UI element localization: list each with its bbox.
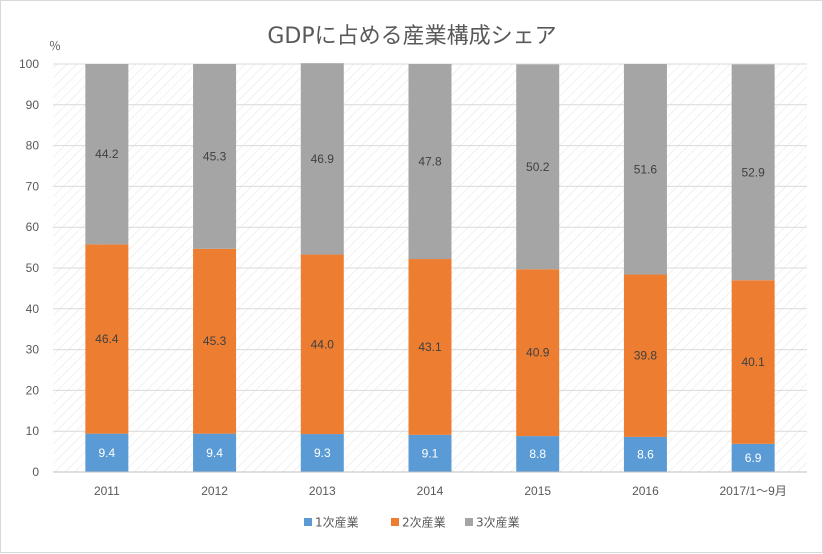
legend-swatch xyxy=(391,518,399,526)
x-tick-label: 2012 xyxy=(201,484,228,498)
y-tick-label: 90 xyxy=(26,98,40,112)
y-tick-label: 20 xyxy=(26,383,40,397)
bar-segment xyxy=(300,434,344,472)
data-label: 6.9 xyxy=(745,451,762,465)
data-label: 9.1 xyxy=(422,446,439,460)
x-tick-label: 2016 xyxy=(632,484,659,498)
data-label: 44.0 xyxy=(311,337,335,351)
bar-segment xyxy=(300,63,344,255)
data-label: 46.4 xyxy=(95,332,119,346)
y-tick-label: 60 xyxy=(26,220,40,234)
data-label: 44.2 xyxy=(95,147,119,161)
data-labels: 9.4 46.4 44.2 9.4 45.3 45.3 9.3 44.0 46.9 9.1 43.1… xyxy=(95,147,765,465)
bar-segment xyxy=(193,433,237,472)
bar-segment xyxy=(85,433,129,472)
x-axis-ticks: 2011 2012 2013 2014 2015 2016 2017/1～9月 xyxy=(94,484,787,498)
bar-segment xyxy=(623,436,667,472)
legend-label: 2次産業 xyxy=(402,515,446,530)
data-label: 47.8 xyxy=(418,155,442,169)
x-tick-label: 2015 xyxy=(524,484,551,498)
bar-segment xyxy=(623,64,667,275)
data-label: 9.3 xyxy=(314,446,331,460)
bar-segment xyxy=(623,274,667,437)
x-tick-label: 2017/1～9月 xyxy=(719,484,786,498)
data-label: 9.4 xyxy=(206,446,223,460)
data-label: 39.8 xyxy=(634,349,658,363)
legend: 1次産業 2次産業 3次産業 xyxy=(304,515,520,530)
y-axis-ticks: 0 10 20 30 40 50 60 70 80 90 100 xyxy=(19,57,39,479)
bar-segment xyxy=(193,64,237,249)
bar-segment xyxy=(85,244,129,434)
y-axis-unit: ％ xyxy=(49,39,61,53)
bars xyxy=(85,63,775,472)
bar-segment xyxy=(300,254,344,435)
bar-segment xyxy=(731,443,775,472)
x-tick-label: 2013 xyxy=(309,484,336,498)
y-tick-label: 70 xyxy=(26,179,40,193)
legend-label: 1次産業 xyxy=(315,515,359,530)
bar-segment xyxy=(516,64,560,270)
data-label: 52.9 xyxy=(741,165,765,179)
bar-segment xyxy=(516,436,560,472)
bar-segment xyxy=(731,280,775,444)
y-tick-label: 30 xyxy=(26,343,40,357)
data-label: 9.4 xyxy=(99,446,116,460)
data-label: 45.3 xyxy=(203,149,227,163)
data-label: 8.6 xyxy=(637,447,654,461)
bar-segment xyxy=(731,64,775,281)
x-tick-label: 2011 xyxy=(94,484,120,498)
y-tick-label: 40 xyxy=(26,302,40,316)
chart-title: GDPに占める産業構成シェア xyxy=(267,24,556,49)
data-label: 43.1 xyxy=(418,340,442,354)
y-tick-label: 100 xyxy=(19,57,39,71)
data-label: 50.2 xyxy=(526,160,550,174)
bar-segment xyxy=(85,64,129,245)
y-tick-label: 0 xyxy=(32,465,39,479)
data-label: 40.9 xyxy=(526,346,550,360)
legend-label: 3次産業 xyxy=(476,515,520,530)
data-label: 51.6 xyxy=(634,162,658,176)
legend-swatch xyxy=(465,518,473,526)
bar-segment xyxy=(193,248,237,434)
bar-segment xyxy=(408,259,452,435)
bar-segment xyxy=(516,269,560,437)
y-tick-label: 10 xyxy=(26,424,40,438)
y-tick-label: 80 xyxy=(26,139,40,153)
data-label: 46.9 xyxy=(311,152,335,166)
data-label: 8.8 xyxy=(529,447,546,461)
x-tick-label: 2014 xyxy=(417,484,444,498)
legend-swatch xyxy=(304,518,312,526)
data-label: 40.1 xyxy=(741,355,765,369)
bar-segment xyxy=(408,434,452,472)
y-tick-label: 50 xyxy=(26,261,40,275)
bar-segment xyxy=(408,64,452,260)
data-label: 45.3 xyxy=(203,334,227,348)
